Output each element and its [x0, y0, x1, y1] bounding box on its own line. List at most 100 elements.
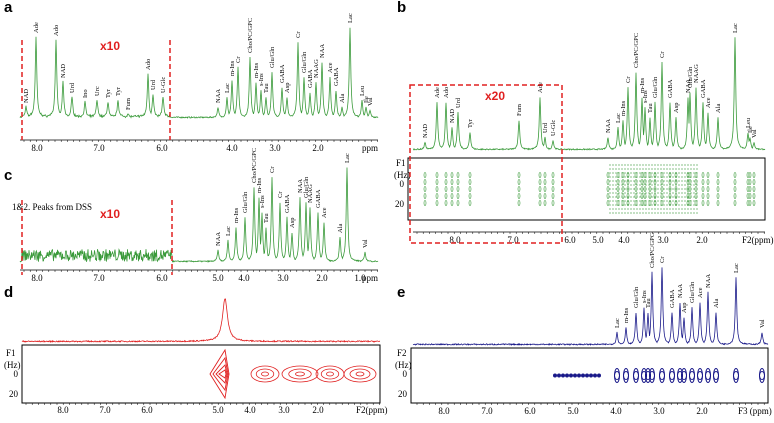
- peak-label: s-Ins: [642, 90, 649, 103]
- peak-label: Ile: [747, 126, 754, 133]
- peak-label: NAD: [422, 124, 429, 138]
- peak-label: GABA: [307, 69, 314, 88]
- peak-label: Ade: [33, 22, 40, 33]
- contour: [589, 373, 593, 378]
- peak-label: m-Ins: [253, 62, 260, 78]
- peak-label: Ado: [145, 59, 152, 70]
- contour: [716, 200, 720, 206]
- peak-label: Glu/Gln: [301, 51, 308, 73]
- peak-label: NAA: [215, 89, 222, 103]
- contour: [444, 186, 448, 192]
- contour: [716, 172, 720, 178]
- x-tick-label: 6.0: [524, 406, 536, 416]
- contour: [614, 368, 620, 383]
- peak-label: m-Ins: [229, 60, 236, 76]
- contour: [538, 200, 542, 206]
- contour: [706, 172, 710, 178]
- contour: [669, 371, 675, 380]
- x-tick-label: 3.0: [657, 235, 669, 245]
- contour: [701, 200, 705, 206]
- contour: [649, 371, 655, 380]
- contour: [752, 193, 756, 199]
- contour: [634, 172, 638, 178]
- contour: [261, 371, 269, 377]
- spectrum: [19, 167, 379, 263]
- contour: [573, 373, 577, 378]
- contour: [748, 193, 752, 199]
- contour: [543, 193, 547, 199]
- contour: [641, 371, 647, 380]
- peak-label: Fum: [125, 98, 132, 110]
- contour: [551, 186, 555, 192]
- peak-label: Fum: [516, 104, 523, 116]
- peak-label: NAA: [677, 284, 684, 298]
- contour: [606, 186, 610, 192]
- peak-label: GABA: [700, 79, 707, 98]
- contour: [326, 371, 334, 377]
- x-tick-label: 5.0: [212, 405, 224, 415]
- contour: [456, 200, 460, 206]
- contour: [697, 371, 703, 380]
- peak-label: Tyr: [105, 88, 112, 98]
- contour: [701, 193, 705, 199]
- zoom-label: x10: [100, 207, 120, 221]
- panel-label: e: [397, 284, 405, 301]
- contour: [450, 179, 454, 185]
- x-tick-label: 2.0: [312, 405, 324, 415]
- contour: [733, 200, 737, 206]
- contour: [543, 179, 547, 185]
- peak-label: Lac: [614, 318, 621, 328]
- contour: [633, 368, 639, 383]
- x-tick-label: 4.0: [238, 273, 250, 283]
- x-tick-label: 7.0: [99, 405, 111, 415]
- peak-label: Urd: [455, 97, 462, 108]
- x-tick-label: 4.0: [226, 143, 238, 153]
- contour: [551, 193, 555, 199]
- contour: [450, 193, 454, 199]
- f1-unit: (Hz): [395, 360, 412, 370]
- peak-label: Ado: [443, 87, 450, 98]
- f1-tick-label: 0: [14, 369, 19, 379]
- contour: [623, 368, 629, 383]
- peak-label: m-Ins: [620, 100, 627, 116]
- peak-label: s-Ins: [259, 195, 266, 208]
- contour: [648, 200, 652, 206]
- contour: [468, 193, 472, 199]
- peak-label: Asp: [284, 83, 291, 93]
- f1-box: [21, 344, 381, 404]
- contour: [423, 179, 427, 185]
- contour: [748, 186, 752, 192]
- peak-label: Lac: [615, 113, 622, 123]
- x-tick-label: 3.0: [278, 405, 290, 415]
- peak-label: Cr: [269, 166, 276, 173]
- peak-label: NAA: [685, 79, 692, 93]
- peak-label: Glu/Gln: [633, 286, 640, 308]
- peak-label: m-Ins: [639, 77, 646, 93]
- peak-label: NAA: [605, 119, 612, 133]
- peak-label: s-Ins: [258, 73, 265, 86]
- contour: [538, 172, 542, 178]
- zoom-label: x10: [100, 39, 120, 53]
- contour: [538, 179, 542, 185]
- peak-label: GABA: [279, 64, 286, 83]
- contour: [212, 356, 229, 392]
- contour: [716, 186, 720, 192]
- contour: [597, 373, 601, 378]
- peak-label: Cr: [659, 256, 666, 263]
- peak-label: Asp: [673, 103, 680, 113]
- peak-label: NAAG: [307, 184, 314, 203]
- contour: [648, 172, 652, 178]
- spectrum: [412, 37, 766, 151]
- x-axis-unit: F2(ppm): [356, 405, 388, 415]
- contour: [218, 369, 227, 379]
- contour: [444, 172, 448, 178]
- x-tick-label: 5.0: [592, 235, 604, 245]
- contour: [606, 172, 610, 178]
- peak-label: Cho/PC/GPC: [633, 33, 640, 68]
- x-tick-label: 2.0: [696, 235, 708, 245]
- peak-label: GABA: [284, 194, 291, 213]
- x-tick-label: 6.0: [156, 143, 168, 153]
- contour: [450, 200, 454, 206]
- contour: [423, 172, 427, 178]
- peak-label: Asp: [681, 303, 688, 313]
